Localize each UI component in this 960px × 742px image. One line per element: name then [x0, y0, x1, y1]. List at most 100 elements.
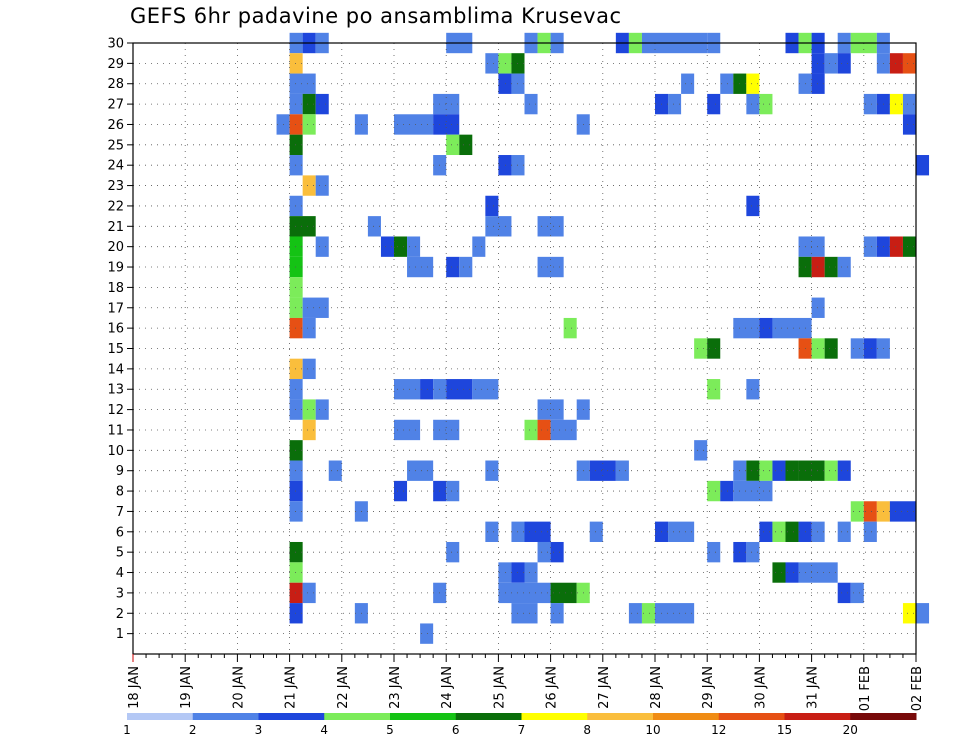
heatmap-cell: [498, 53, 512, 74]
heatmap-cell: [472, 379, 499, 400]
heatmap-cell: [720, 73, 734, 94]
heatmap-cell: [916, 603, 930, 624]
heatmap-cell: [328, 460, 342, 481]
legend-label: 6: [452, 723, 460, 737]
y-tick-label: 13: [107, 383, 124, 398]
heatmap-cell: [289, 582, 303, 604]
heatmap-cell: [524, 562, 538, 583]
heatmap-cell: [746, 93, 760, 115]
heatmap-cell: [824, 460, 838, 481]
heatmap-cell: [367, 216, 381, 237]
heatmap-cell: [394, 114, 434, 135]
heatmap-cell: [407, 236, 421, 257]
heatmap-cell: [289, 358, 303, 380]
heatmap-cell: [889, 93, 903, 115]
heatmap-cell: [889, 236, 903, 257]
x-tick-label: 22 JAN: [336, 666, 351, 709]
heatmap-cell: [863, 93, 877, 115]
heatmap-cell: [485, 216, 512, 237]
heatmap-cell: [746, 460, 760, 481]
legend-swatch: [653, 713, 720, 720]
heatmap-cell: [289, 501, 303, 522]
heatmap-cell: [589, 460, 616, 481]
heatmap-cell: [446, 379, 473, 400]
heatmap-cell: [772, 521, 786, 542]
heatmap-cell: [498, 582, 551, 604]
heatmap-cell: [289, 93, 303, 115]
heatmap-cell: [289, 277, 303, 298]
legend-swatch: [390, 713, 457, 720]
heatmap-cell: [289, 562, 303, 583]
heatmap-cell: [289, 541, 303, 563]
heatmap-cell: [655, 603, 695, 624]
heatmap-cell: [772, 562, 786, 583]
x-tick-label: 21 JAN: [284, 666, 299, 709]
heatmap-cell: [302, 582, 316, 604]
heatmap-cell: [289, 379, 303, 400]
heatmap-cell: [289, 399, 303, 420]
heatmap-cell: [563, 317, 577, 339]
x-tick-label: 30 JAN: [753, 666, 768, 709]
y-tick-label: 15: [107, 342, 124, 357]
y-tick-label: 2: [116, 607, 124, 622]
heatmap-cell: [485, 53, 499, 74]
heatmap-cell: [550, 419, 577, 441]
heatmap-cell: [589, 521, 603, 542]
y-axis: 1234567891011121314151617181920212223242…: [107, 37, 133, 642]
legend-swatch: [192, 713, 259, 720]
heatmap-cell: [707, 480, 721, 502]
heatmap-cell: [668, 521, 695, 542]
heatmap-cell: [889, 53, 903, 74]
x-tick-label: 23 JAN: [388, 666, 403, 709]
legend-label: 2: [189, 723, 197, 737]
heatmap-cell: [824, 256, 838, 278]
heatmap-cell: [850, 338, 864, 359]
y-tick-label: 14: [107, 362, 124, 377]
heatmap-cell: [785, 521, 799, 542]
heatmap-cell: [668, 93, 682, 115]
heatmap-cell: [524, 419, 538, 441]
heatmap-cell: [863, 338, 877, 359]
y-tick-label: 30: [107, 37, 124, 52]
x-tick-label: 28 JAN: [649, 666, 664, 709]
x-tick-label: 25 JAN: [492, 666, 507, 709]
heatmap-cell: [824, 53, 838, 74]
heatmap-cell: [289, 460, 303, 481]
heatmap-cell: [302, 93, 316, 115]
heatmap-cell: [837, 53, 851, 74]
heatmap-cell: [733, 480, 773, 502]
heatmap-cell: [863, 501, 877, 522]
heatmap-cell: [289, 317, 303, 339]
heatmap-cell: [785, 460, 799, 481]
y-tick-label: 18: [107, 281, 124, 296]
y-tick-label: 5: [116, 546, 124, 561]
legend-swatch: [850, 713, 917, 720]
heatmap-cell: [394, 419, 421, 441]
heatmap-cell: [459, 256, 473, 278]
heatmap-cell: [302, 419, 316, 441]
y-tick-label: 12: [107, 403, 124, 418]
heatmap-cell: [433, 419, 460, 441]
heatmap-cell: [707, 338, 721, 359]
heatmap-cell: [498, 155, 512, 176]
heatmap-cell: [889, 501, 916, 522]
y-tick-label: 20: [107, 240, 124, 255]
heatmap-cell: [772, 317, 812, 339]
heatmap-cell: [433, 93, 460, 115]
heatmap-cell: [811, 73, 825, 94]
heatmap-cell: [772, 460, 786, 481]
heatmap-cell: [707, 541, 721, 563]
heatmap-cell: [407, 460, 434, 481]
heatmap-cell: [315, 236, 329, 257]
legend-label: 3: [255, 723, 263, 737]
legend-label: 7: [518, 723, 526, 737]
heatmap-cell: [759, 317, 773, 339]
heatmap-cell: [615, 460, 629, 481]
heatmap-cell: [550, 603, 564, 624]
x-tick-label: 31 JAN: [806, 666, 821, 709]
heatmap-cell: [446, 256, 460, 278]
y-tick-label: 16: [107, 322, 124, 337]
legend-label: 12: [711, 723, 726, 737]
y-tick-label: 3: [116, 586, 124, 601]
heatmap-cell: [289, 480, 303, 502]
